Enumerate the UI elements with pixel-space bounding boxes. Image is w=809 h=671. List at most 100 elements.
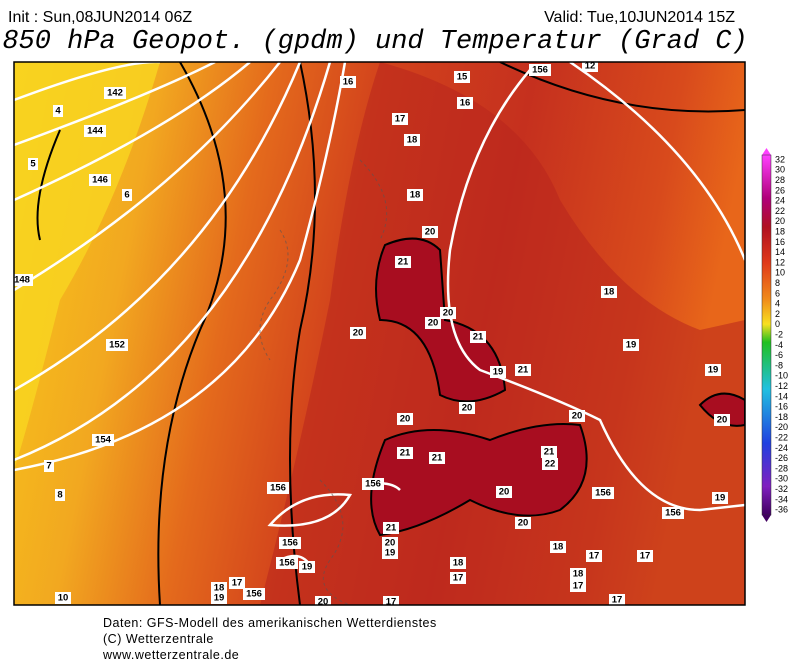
contour-label: 21 xyxy=(544,447,555,458)
colorbar-label: -32 xyxy=(775,484,788,494)
contour-label: 17 xyxy=(640,551,651,562)
label-box xyxy=(267,482,289,494)
colorbar-label: 2 xyxy=(775,309,780,319)
colorbar-label: 4 xyxy=(775,299,780,309)
label-box xyxy=(422,226,438,238)
label-box xyxy=(84,125,106,137)
contour-label: 21 xyxy=(473,332,484,343)
contour-label: 20 xyxy=(318,597,329,608)
colorbar-label: -20 xyxy=(775,422,788,432)
label-box xyxy=(592,487,614,499)
contour-label: 156 xyxy=(270,483,286,494)
colorbar-label: 6 xyxy=(775,288,780,298)
footer-line: www.wetterzentrale.de xyxy=(102,648,239,662)
contour-label: 7 xyxy=(46,461,51,472)
contour-label: 20 xyxy=(425,227,436,238)
label-box xyxy=(450,572,466,584)
contour-label: 20 xyxy=(518,518,529,529)
contour-label: 17 xyxy=(573,581,584,592)
init-time: Init : Sun,08JUN2014 06Z xyxy=(8,9,192,26)
colorbar-label: 32 xyxy=(775,154,785,164)
colorbar-label: -6 xyxy=(775,350,783,360)
colorbar-label: -12 xyxy=(775,381,788,391)
label-box xyxy=(623,339,639,351)
label-box xyxy=(542,458,558,470)
label-box xyxy=(459,402,475,414)
label-box xyxy=(429,452,445,464)
label-box xyxy=(582,62,598,72)
label-box xyxy=(383,522,399,534)
contour-label: 20 xyxy=(443,308,454,319)
colorbar-label: -28 xyxy=(775,463,788,473)
label-box xyxy=(382,537,398,549)
label-box xyxy=(276,557,298,569)
hot-area xyxy=(698,392,745,427)
label-box xyxy=(450,557,466,569)
colorbar-arrow xyxy=(762,148,771,155)
contour-label: 17 xyxy=(232,578,243,589)
label-box xyxy=(515,517,531,529)
label-box xyxy=(529,64,551,76)
colorbar-label: 20 xyxy=(775,216,785,226)
colorbar-arrow xyxy=(762,515,771,522)
label-box xyxy=(470,331,486,343)
label-box xyxy=(299,561,315,573)
contour-label: 15 xyxy=(457,72,468,83)
colorbar-label: -14 xyxy=(775,391,788,401)
colorbar-label: 22 xyxy=(775,206,785,216)
label-box xyxy=(404,134,420,146)
contour-label: 156 xyxy=(532,65,548,76)
label-box xyxy=(515,364,531,376)
geopotential-lines xyxy=(14,62,745,566)
contour-label: 18 xyxy=(407,135,418,146)
label-box xyxy=(229,577,245,589)
contour-label: 20 xyxy=(462,403,473,414)
contour-label: 20 xyxy=(499,487,510,498)
colorbar-label: 12 xyxy=(775,257,785,267)
colorbar-label: -4 xyxy=(775,340,783,350)
label-box xyxy=(541,446,557,458)
colorbar-label: -8 xyxy=(775,360,783,370)
label-box xyxy=(586,550,602,562)
label-box xyxy=(315,596,331,605)
contour-label: 146 xyxy=(92,175,108,186)
label-box xyxy=(340,76,356,88)
label-box xyxy=(570,580,586,592)
coastlines xyxy=(259,159,388,605)
label-box xyxy=(550,541,566,553)
contour-label: 21 xyxy=(432,453,443,464)
colorbar-label: -10 xyxy=(775,371,788,381)
colorbar-label: 16 xyxy=(775,237,785,247)
label-box xyxy=(407,189,423,201)
label-box xyxy=(609,594,625,605)
label-box xyxy=(28,158,38,170)
contour-label: 17 xyxy=(612,595,623,606)
contour-label: 156 xyxy=(595,488,611,499)
colorbar-label: 24 xyxy=(775,196,785,206)
valid-time: Valid: Tue,10JUN2014 15Z xyxy=(544,9,735,26)
footer-line: Daten: GFS-Modell des amerikanischen Wet… xyxy=(103,616,437,630)
label-box xyxy=(601,286,617,298)
label-box xyxy=(243,588,265,600)
label-box xyxy=(350,327,366,339)
colorbar-label: -34 xyxy=(775,494,788,504)
label-box xyxy=(454,71,470,83)
label-box xyxy=(211,582,227,594)
contour-label: 4 xyxy=(55,106,61,117)
label-box xyxy=(14,274,33,286)
colorbar-label: -18 xyxy=(775,412,788,422)
contour-label: 142 xyxy=(107,88,123,99)
colorbar-label: 0 xyxy=(775,319,780,329)
contour-label: 20 xyxy=(717,415,728,426)
colorbar-label: 10 xyxy=(775,268,785,278)
colorbar-label: -36 xyxy=(775,505,788,515)
colorbar-label: 14 xyxy=(775,247,785,257)
colorbar-label: -22 xyxy=(775,432,788,442)
map-frame xyxy=(13,61,746,606)
label-box xyxy=(712,492,728,504)
contour-label: 18 xyxy=(604,287,615,298)
